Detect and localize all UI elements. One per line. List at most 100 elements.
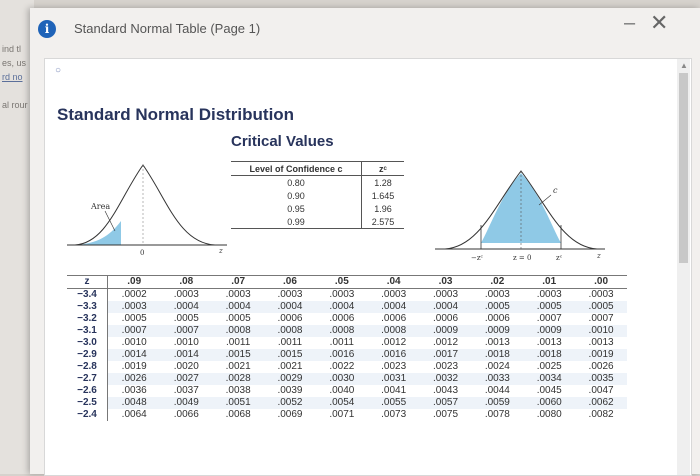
probability-cell: .0008 (315, 325, 368, 337)
probability-cell: .0002 (121, 289, 147, 300)
z-table-header: .01 (523, 275, 576, 289)
probability-cell: .0023 (381, 361, 407, 372)
probability-cell: .0006 (484, 313, 510, 324)
probability-cell: .0003 (329, 289, 355, 300)
probability-cell: .0080 (536, 409, 562, 420)
critical-value: 2.575 (361, 215, 404, 229)
vertical-scrollbar[interactable]: ▲ (677, 59, 690, 475)
probability-cell: .0012 (381, 337, 407, 348)
probability-cell: .0004 (264, 301, 316, 313)
probability-cell: .0016 (367, 349, 420, 361)
right-neg-zc-label: −zᶜ (471, 254, 484, 262)
right-z-label: z (596, 252, 601, 260)
probability-cell: .0023 (433, 361, 459, 372)
probability-cell: .0036 (121, 385, 147, 396)
probability-cell: .0062 (575, 397, 627, 409)
z-table-row: −3.3.0003.0004.0004.0004.0004.0004.0004.… (67, 301, 627, 313)
probability-cell: .0064 (121, 409, 147, 420)
probability-cell: .0004 (212, 301, 265, 313)
scrollbar-thumb[interactable] (679, 73, 688, 263)
probability-cell: .0008 (367, 325, 420, 337)
probability-cell: .0044 (484, 385, 510, 396)
probability-cell: .0041 (381, 385, 407, 396)
confidence-level: 0.80 (231, 175, 362, 189)
scroll-up-icon[interactable]: ▲ (680, 61, 688, 70)
z-value: −3.1 (67, 325, 108, 337)
z-value: −2.8 (67, 361, 108, 373)
probability-cell: .0017 (419, 349, 472, 361)
z-table-row: −3.2 .0005 .0005 .0005 .0006 .0006 .0006 .0006.… (67, 313, 627, 325)
probability-cell: .0031 (367, 373, 420, 385)
confidence-level: 0.99 (231, 215, 362, 229)
probability-cell: .0006 (277, 313, 303, 324)
probability-cell: .0004 (315, 301, 368, 313)
z-value: −2.6 (67, 385, 108, 397)
probability-cell: .0020 (173, 361, 199, 372)
z-table-header: .08 (160, 275, 213, 289)
probability-cell: .0035 (575, 373, 627, 385)
confidence-table: Level of Confidence c zᶜ 0.80 1.28 0.90 … (231, 161, 404, 229)
probability-cell: .0013 (536, 337, 562, 348)
probability-cell: .0004 (160, 301, 213, 313)
close-button[interactable]: ✕ (650, 10, 669, 35)
z-table: z .09 .08 .07 .06 .05 .04 .03 .02 .01 .0… (67, 275, 627, 421)
z-table-header: .07 (212, 275, 265, 289)
z-value: −3.3 (67, 301, 108, 313)
probability-cell: .0052 (264, 397, 316, 409)
z-value: −3.2 (67, 313, 108, 325)
document-viewer[interactable]: ○ Standard Normal Distribution Critical … (44, 58, 692, 476)
probability-cell: .0016 (315, 349, 368, 361)
confidence-header: Level of Confidence c (231, 161, 362, 176)
probability-cell: .0029 (264, 373, 316, 385)
probability-cell: .0068 (225, 409, 251, 420)
z-table-header-row: z .09 .08 .07 .06 .05 .04 .03 .02 .01 .0… (67, 275, 627, 289)
probability-cell: .0010 (121, 337, 147, 348)
right-c-label: c (553, 186, 558, 195)
left-area-pointer (104, 210, 116, 232)
right-zero-label: z = 0 (513, 254, 531, 262)
minimize-button[interactable]: – (624, 12, 636, 34)
probability-cell: .0013 (588, 337, 614, 348)
probability-cell: .0018 (523, 349, 576, 361)
probability-cell: .0005 (575, 301, 627, 313)
probability-cell: .0013 (484, 337, 510, 348)
probability-cell: .0009 (523, 325, 576, 337)
probability-cell: .0028 (212, 373, 265, 385)
z-value: −3.0 (67, 337, 108, 349)
probability-cell: .0033 (471, 373, 524, 385)
z-table-row: −2.5.0048.0049.0051.0052.0054.0055.0057.… (67, 397, 627, 409)
z-table-header: .00 (575, 275, 627, 289)
probability-cell: .0003 (433, 289, 459, 300)
left-shaded-area (77, 221, 121, 245)
probability-cell: .0066 (173, 409, 199, 420)
window-title: Standard Normal Table (Page 1) (74, 21, 261, 36)
left-area-label: Area (90, 202, 110, 211)
probability-cell: .0003 (277, 289, 303, 300)
probability-cell: .0051 (212, 397, 265, 409)
zc-header: zᶜ (361, 161, 404, 176)
probability-cell: .0003 (381, 289, 407, 300)
z-table-row: −2.8 .0019 .0020 .0021 .0021 .0022 .0023 .0023.… (67, 361, 627, 373)
probability-cell: .0012 (433, 337, 459, 348)
probability-cell: .0003 (173, 289, 199, 300)
probability-cell: .0078 (484, 409, 510, 420)
z-value: −2.4 (67, 409, 108, 421)
probability-cell: .0026 (107, 373, 161, 385)
popup-window: i Standard Normal Table (Page 1) – ✕ ○ S… (30, 8, 700, 476)
background-link[interactable]: rd no (2, 72, 23, 82)
z-value: −2.7 (67, 373, 108, 385)
z-table-row: −2.6 .0036 .0037 .0038 .0039 .0040 .0041 .0043.… (67, 385, 627, 397)
z-value: −2.9 (67, 349, 108, 361)
probability-cell: .0024 (484, 361, 510, 372)
z-table-header: .02 (471, 275, 524, 289)
probability-cell: .0069 (277, 409, 303, 420)
probability-cell: .0030 (315, 373, 368, 385)
critical-value: 1.28 (374, 177, 392, 188)
probability-cell: .0022 (329, 361, 355, 372)
z-table-header: .05 (315, 275, 368, 289)
left-zero-label: 0 (140, 249, 144, 257)
right-normal-curve: c −zᶜ z = 0 zᶜ z (435, 170, 605, 262)
z-table-header: .06 (264, 275, 316, 289)
window-titlebar[interactable]: i Standard Normal Table (Page 1) – ✕ (30, 8, 700, 48)
probability-cell: .0037 (173, 385, 199, 396)
